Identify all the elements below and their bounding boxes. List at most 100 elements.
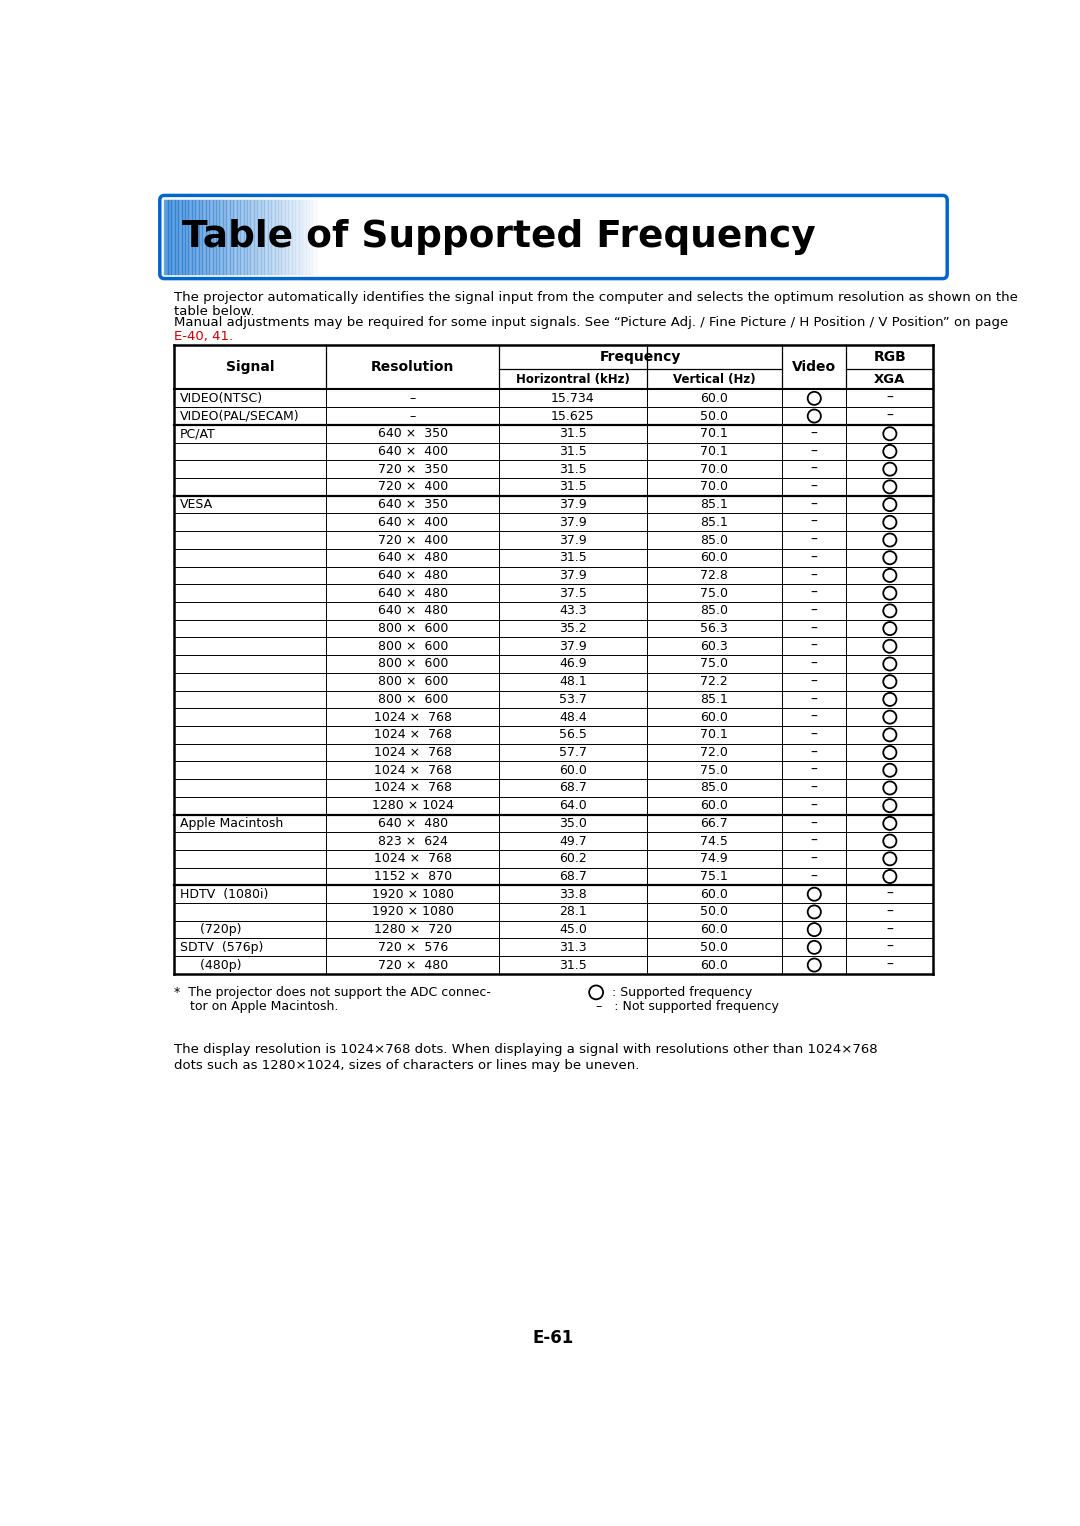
Text: 72.0: 72.0 <box>700 746 728 758</box>
Text: 60.2: 60.2 <box>559 853 586 865</box>
Text: : Supported frequency: : Supported frequency <box>611 986 752 1000</box>
Text: VIDEO(PAL/SECAM): VIDEO(PAL/SECAM) <box>180 409 299 423</box>
Text: –: – <box>887 923 893 937</box>
Text: The display resolution is 1024×768 dots. When displaying a signal with resolutio: The display resolution is 1024×768 dots.… <box>174 1044 877 1056</box>
Text: 60.0: 60.0 <box>700 800 728 812</box>
Text: 1024 ×  768: 1024 × 768 <box>374 853 451 865</box>
Text: –: – <box>811 639 818 653</box>
Text: 31.5: 31.5 <box>559 481 586 493</box>
Text: Resolution: Resolution <box>372 360 455 374</box>
Text: SDTV  (576p): SDTV (576p) <box>180 942 264 954</box>
Text: –: – <box>811 693 818 707</box>
Text: 1024 ×  768: 1024 × 768 <box>374 711 451 723</box>
Text: 1024 ×  768: 1024 × 768 <box>374 781 451 795</box>
Text: *  The projector does not support the ADC connec-: * The projector does not support the ADC… <box>174 986 490 1000</box>
Text: 720 ×  350: 720 × 350 <box>378 462 448 476</box>
Text: 85.1: 85.1 <box>700 516 728 530</box>
Text: Vertical (Hz): Vertical (Hz) <box>673 372 756 386</box>
Text: 640 ×  400: 640 × 400 <box>378 516 448 530</box>
Text: 48.4: 48.4 <box>559 711 586 723</box>
Text: 49.7: 49.7 <box>559 835 586 847</box>
Text: 60.0: 60.0 <box>700 958 728 972</box>
Text: Apple Macintosh: Apple Macintosh <box>180 816 283 830</box>
Text: 75.0: 75.0 <box>700 658 728 670</box>
Text: table below.: table below. <box>174 305 254 317</box>
Text: 46.9: 46.9 <box>559 658 586 670</box>
Text: 1024 ×  768: 1024 × 768 <box>374 728 451 742</box>
Text: –: – <box>811 462 818 476</box>
Text: 640 ×  350: 640 × 350 <box>378 497 448 511</box>
Text: 50.0: 50.0 <box>700 905 728 919</box>
Text: XGA: XGA <box>874 372 905 386</box>
Text: E-61: E-61 <box>532 1329 575 1347</box>
Text: 60.0: 60.0 <box>700 923 728 935</box>
Text: –: – <box>811 621 818 635</box>
Text: –: – <box>811 781 818 795</box>
Text: 70.0: 70.0 <box>700 481 728 493</box>
Text: –: – <box>887 905 893 919</box>
Text: –: – <box>811 728 818 742</box>
Text: 1024 ×  768: 1024 × 768 <box>374 763 451 777</box>
Text: –: – <box>811 427 818 441</box>
Text: 1280 ×  720: 1280 × 720 <box>374 923 451 935</box>
Text: 60.3: 60.3 <box>701 639 728 653</box>
Text: 75.0: 75.0 <box>700 763 728 777</box>
Text: 37.9: 37.9 <box>559 569 586 581</box>
Text: 720 ×  400: 720 × 400 <box>378 481 448 493</box>
Text: –: – <box>887 391 893 406</box>
Text: 50.0: 50.0 <box>700 409 728 423</box>
Text: –: – <box>811 444 818 458</box>
Text: –: – <box>811 870 818 884</box>
Text: VIDEO(NTSC): VIDEO(NTSC) <box>180 392 264 404</box>
Text: 640 ×  480: 640 × 480 <box>378 569 448 581</box>
Text: 43.3: 43.3 <box>559 604 586 618</box>
Text: 720 ×  400: 720 × 400 <box>378 534 448 546</box>
Text: 35.0: 35.0 <box>559 816 586 830</box>
Text: 68.7: 68.7 <box>559 781 586 795</box>
Text: 640 ×  350: 640 × 350 <box>378 427 448 441</box>
Text: PC/AT: PC/AT <box>180 427 216 441</box>
Text: –: – <box>811 551 818 565</box>
Text: 85.1: 85.1 <box>700 497 728 511</box>
Text: E-40, 41.: E-40, 41. <box>174 330 233 343</box>
Text: dots such as 1280×1024, sizes of characters or lines may be uneven.: dots such as 1280×1024, sizes of charact… <box>174 1059 639 1071</box>
Text: 45.0: 45.0 <box>559 923 586 935</box>
Text: 75.0: 75.0 <box>700 586 728 600</box>
Text: –: – <box>811 586 818 600</box>
Text: 35.2: 35.2 <box>559 623 586 635</box>
Text: –: – <box>409 409 416 423</box>
Text: 1152 ×  870: 1152 × 870 <box>374 870 451 884</box>
Text: 85.0: 85.0 <box>700 534 728 546</box>
Text: Video: Video <box>793 360 836 374</box>
Text: 53.7: 53.7 <box>559 693 586 707</box>
Text: 50.0: 50.0 <box>700 942 728 954</box>
Text: 640 ×  480: 640 × 480 <box>378 586 448 600</box>
Text: –: – <box>811 852 818 865</box>
Text: 1920 × 1080: 1920 × 1080 <box>372 888 454 900</box>
Text: 68.7: 68.7 <box>559 870 586 884</box>
Text: 60.0: 60.0 <box>700 551 728 565</box>
Text: 31.5: 31.5 <box>559 427 586 441</box>
Text: –: – <box>887 409 893 423</box>
FancyBboxPatch shape <box>160 195 947 279</box>
Text: 70.1: 70.1 <box>700 446 728 458</box>
Text: 75.1: 75.1 <box>700 870 728 884</box>
Text: 800 ×  600: 800 × 600 <box>378 693 448 707</box>
Text: 70.1: 70.1 <box>700 728 728 742</box>
Text: –: – <box>811 497 818 511</box>
Text: 640 ×  400: 640 × 400 <box>378 446 448 458</box>
Text: –: – <box>811 746 818 760</box>
Text: 72.8: 72.8 <box>700 569 728 581</box>
Text: 31.5: 31.5 <box>559 446 586 458</box>
Text: –: – <box>811 516 818 530</box>
Text: RGB: RGB <box>874 349 906 365</box>
Text: Horizontral (kHz): Horizontral (kHz) <box>516 372 630 386</box>
Text: 72.2: 72.2 <box>701 674 728 688</box>
Text: –: – <box>811 479 818 494</box>
Text: Table of Supported Frequency: Table of Supported Frequency <box>181 220 815 255</box>
Text: 720 ×  576: 720 × 576 <box>378 942 448 954</box>
Text: 31.5: 31.5 <box>559 551 586 565</box>
Text: Signal: Signal <box>226 360 274 374</box>
Text: –: – <box>887 887 893 902</box>
Text: Frequency: Frequency <box>600 349 681 365</box>
